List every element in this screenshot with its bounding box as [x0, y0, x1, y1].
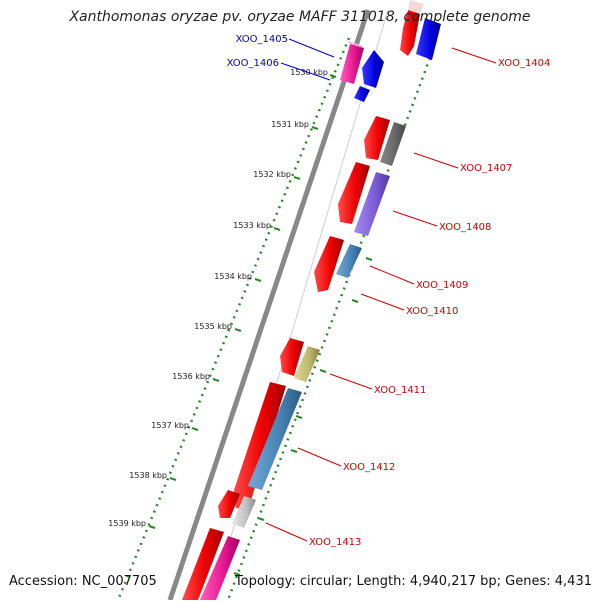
ruler-tick-1537: 1537 kbp	[151, 421, 199, 431]
label-xoo-1412[interactable]: XOO_1412	[297, 447, 395, 473]
gene-label-text: XOO_1406	[227, 58, 279, 69]
gene-xoo-1405[interactable]	[340, 41, 364, 84]
label-xoo-1405[interactable]: XOO_1405	[236, 34, 335, 58]
gene-label-text: XOO_1412	[343, 462, 395, 473]
ruler-tick-label: 1537 kbp	[151, 421, 189, 430]
accession-text: Accession: NC_007705	[9, 574, 157, 589]
label-xoo-1409[interactable]: XOO_1409	[369, 265, 468, 291]
backbone-line	[167, 9, 371, 601]
gene-xoo-1413[interactable]	[218, 490, 256, 528]
ruler-tick-label: 1533 kbp	[233, 221, 271, 230]
ruler-tick-label: 1538 kbp	[129, 471, 167, 480]
label-xoo-1411[interactable]: XOO_1411	[329, 373, 426, 396]
ruler-tick-1532: 1532 kbp	[253, 170, 301, 180]
gene-xoo-1406[interactable]	[354, 50, 384, 102]
genome-summary: Topology: circular; Length: 4,940,217 bp…	[234, 574, 592, 589]
gene-label-text: XOO_1409	[416, 280, 468, 291]
gene-label-text: XOO_1408	[439, 222, 491, 233]
gc-track-ticks	[233, 257, 373, 576]
ruler-tick-1530: 1530 kbp	[290, 68, 337, 78]
ruler-tick-label: 1536 kbp	[172, 372, 210, 381]
ruler-tick-label: 1532 kbp	[253, 170, 291, 179]
gene-partial-bottom[interactable]	[182, 528, 240, 600]
gene-xoo-1411[interactable]	[280, 338, 320, 382]
label-xoo-1408[interactable]: XOO_1408	[392, 210, 491, 233]
gene-features	[182, 0, 441, 600]
ruler-tick-label: 1534 kbp	[214, 272, 252, 281]
label-xoo-1413[interactable]: XOO_1413	[265, 522, 361, 548]
gene-label-text: XOO_1407	[460, 163, 512, 174]
gene-label-text: XOO_1410	[406, 306, 458, 317]
gene-xoo-1404[interactable]	[400, 0, 441, 60]
gene-label-text: XOO_1411	[374, 385, 426, 396]
map-title: Xanthomonas oryzae pv. oryzae MAFF 31101…	[69, 9, 531, 25]
gene-xoo-1408[interactable]	[338, 162, 390, 236]
label-xoo-1406[interactable]: XOO_1406	[227, 58, 331, 81]
backbone	[116, 9, 432, 601]
gene-xoo-1407[interactable]	[364, 116, 406, 166]
ruler-tick-1539: 1539 kbp	[108, 519, 156, 529]
gene-label-text: XOO_1404	[498, 58, 550, 69]
ruler-tick-1536: 1536 kbp	[172, 372, 220, 382]
label-xoo-1407[interactable]: XOO_1407	[413, 152, 512, 174]
gene-labels: XOO_1404 XOO_1405 XOO_1406 XOO_1407 XOO_…	[227, 34, 551, 548]
ruler-track	[116, 37, 351, 601]
ruler-tick-1531: 1531 kbp	[271, 120, 319, 130]
ruler-tick-1533: 1533 kbp	[233, 221, 281, 231]
label-xoo-1404[interactable]: XOO_1404	[451, 47, 550, 69]
gene-label-text: XOO_1405	[236, 34, 288, 45]
ruler-tick-1535: 1535 kbp	[194, 322, 242, 332]
gene-xoo-1412[interactable]	[234, 382, 302, 510]
ruler-tick-label: 1539 kbp	[108, 519, 146, 528]
gene-xoo-1409[interactable]	[336, 244, 362, 278]
ruler-tick-1534: 1534 kbp	[214, 272, 262, 282]
ruler-tick-1538: 1538 kbp	[129, 471, 177, 481]
ruler-tick-label: 1535 kbp	[194, 322, 232, 331]
gene-xoo-1410[interactable]	[314, 236, 344, 292]
gene-label-text: XOO_1413	[309, 537, 361, 548]
label-xoo-1410[interactable]: XOO_1410	[360, 293, 458, 317]
ruler-tick-label: 1531 kbp	[271, 120, 309, 129]
